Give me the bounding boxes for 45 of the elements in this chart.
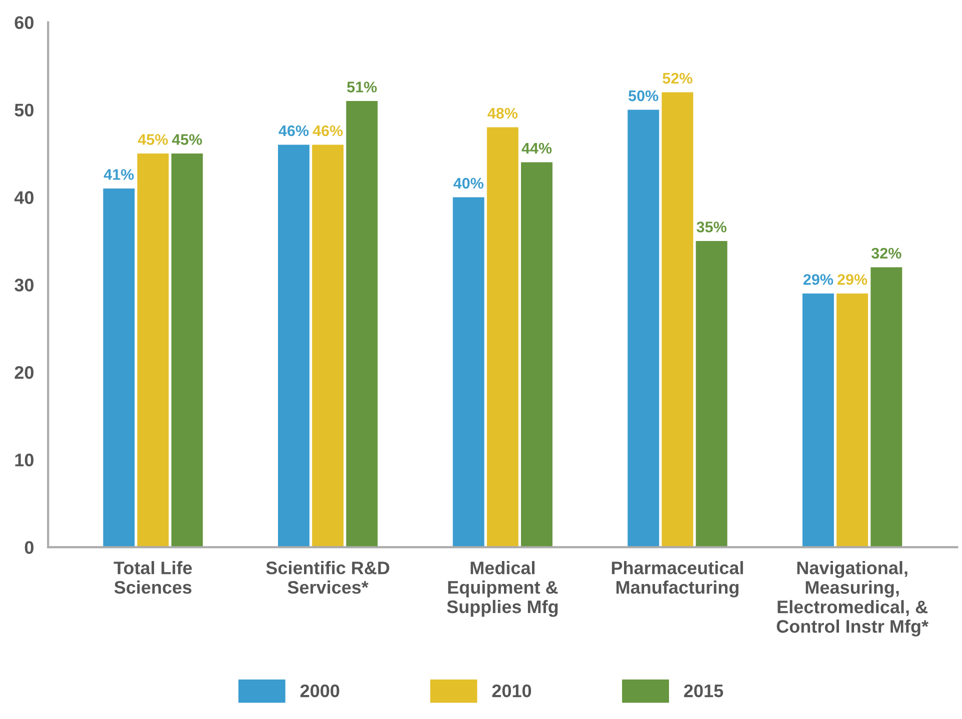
- bar: [346, 101, 378, 548]
- bar: [662, 92, 694, 548]
- data-label: 51%: [347, 82, 377, 92]
- y-tick-label: 60: [14, 16, 34, 30]
- x-tick-label: Pharmaceutical Manufacturing: [612, 561, 743, 598]
- data-label: 45%: [172, 134, 202, 145]
- data-label: 44%: [522, 142, 552, 154]
- y-tick-label: 40: [14, 191, 34, 204]
- x-tick-label: Medical Equipment & Supplies Mfg: [446, 561, 558, 617]
- data-label: 52%: [662, 72, 692, 84]
- legend-label: 2000: [300, 684, 340, 698]
- data-label: 32%: [871, 248, 902, 259]
- data-label: 35%: [696, 222, 726, 232]
- y-tick-label: 30: [14, 278, 34, 292]
- bar: [628, 110, 660, 548]
- y-tick-label: 50: [14, 104, 34, 116]
- y-tick-label: 10: [15, 454, 34, 466]
- y-tick-label: 20: [14, 366, 34, 379]
- bar: [171, 154, 203, 548]
- bar: [452, 197, 484, 548]
- legend-label: 2015: [684, 684, 724, 698]
- bar: [802, 293, 834, 548]
- data-label: 45%: [138, 134, 168, 145]
- legend-label: 2010: [492, 684, 532, 698]
- data-label: 48%: [488, 108, 518, 119]
- bar: [103, 188, 135, 548]
- data-label: 41%: [104, 169, 134, 180]
- data-label: 50%: [628, 90, 658, 102]
- x-tick-label: Scientific R&D Services*: [266, 561, 390, 594]
- bar: [836, 293, 868, 548]
- bar: [870, 267, 902, 548]
- bar: [486, 127, 518, 548]
- data-label: 40%: [453, 178, 484, 189]
- x-tick-label: Total Life Sciences: [114, 561, 192, 594]
- y-tick-label: 0: [24, 541, 34, 554]
- bar: [521, 162, 552, 548]
- data-label: 46%: [312, 125, 343, 136]
- data-label: 46%: [278, 125, 309, 136]
- bar: [696, 240, 728, 548]
- x-tick-label: Navigational, Measuring, Electromedical, & Control Instr Mfg*: [776, 561, 929, 636]
- bar: [278, 144, 310, 548]
- data-label: 29%: [803, 274, 834, 285]
- bar: [137, 154, 169, 548]
- data-label: 29%: [838, 274, 868, 285]
- bar: [312, 144, 344, 548]
